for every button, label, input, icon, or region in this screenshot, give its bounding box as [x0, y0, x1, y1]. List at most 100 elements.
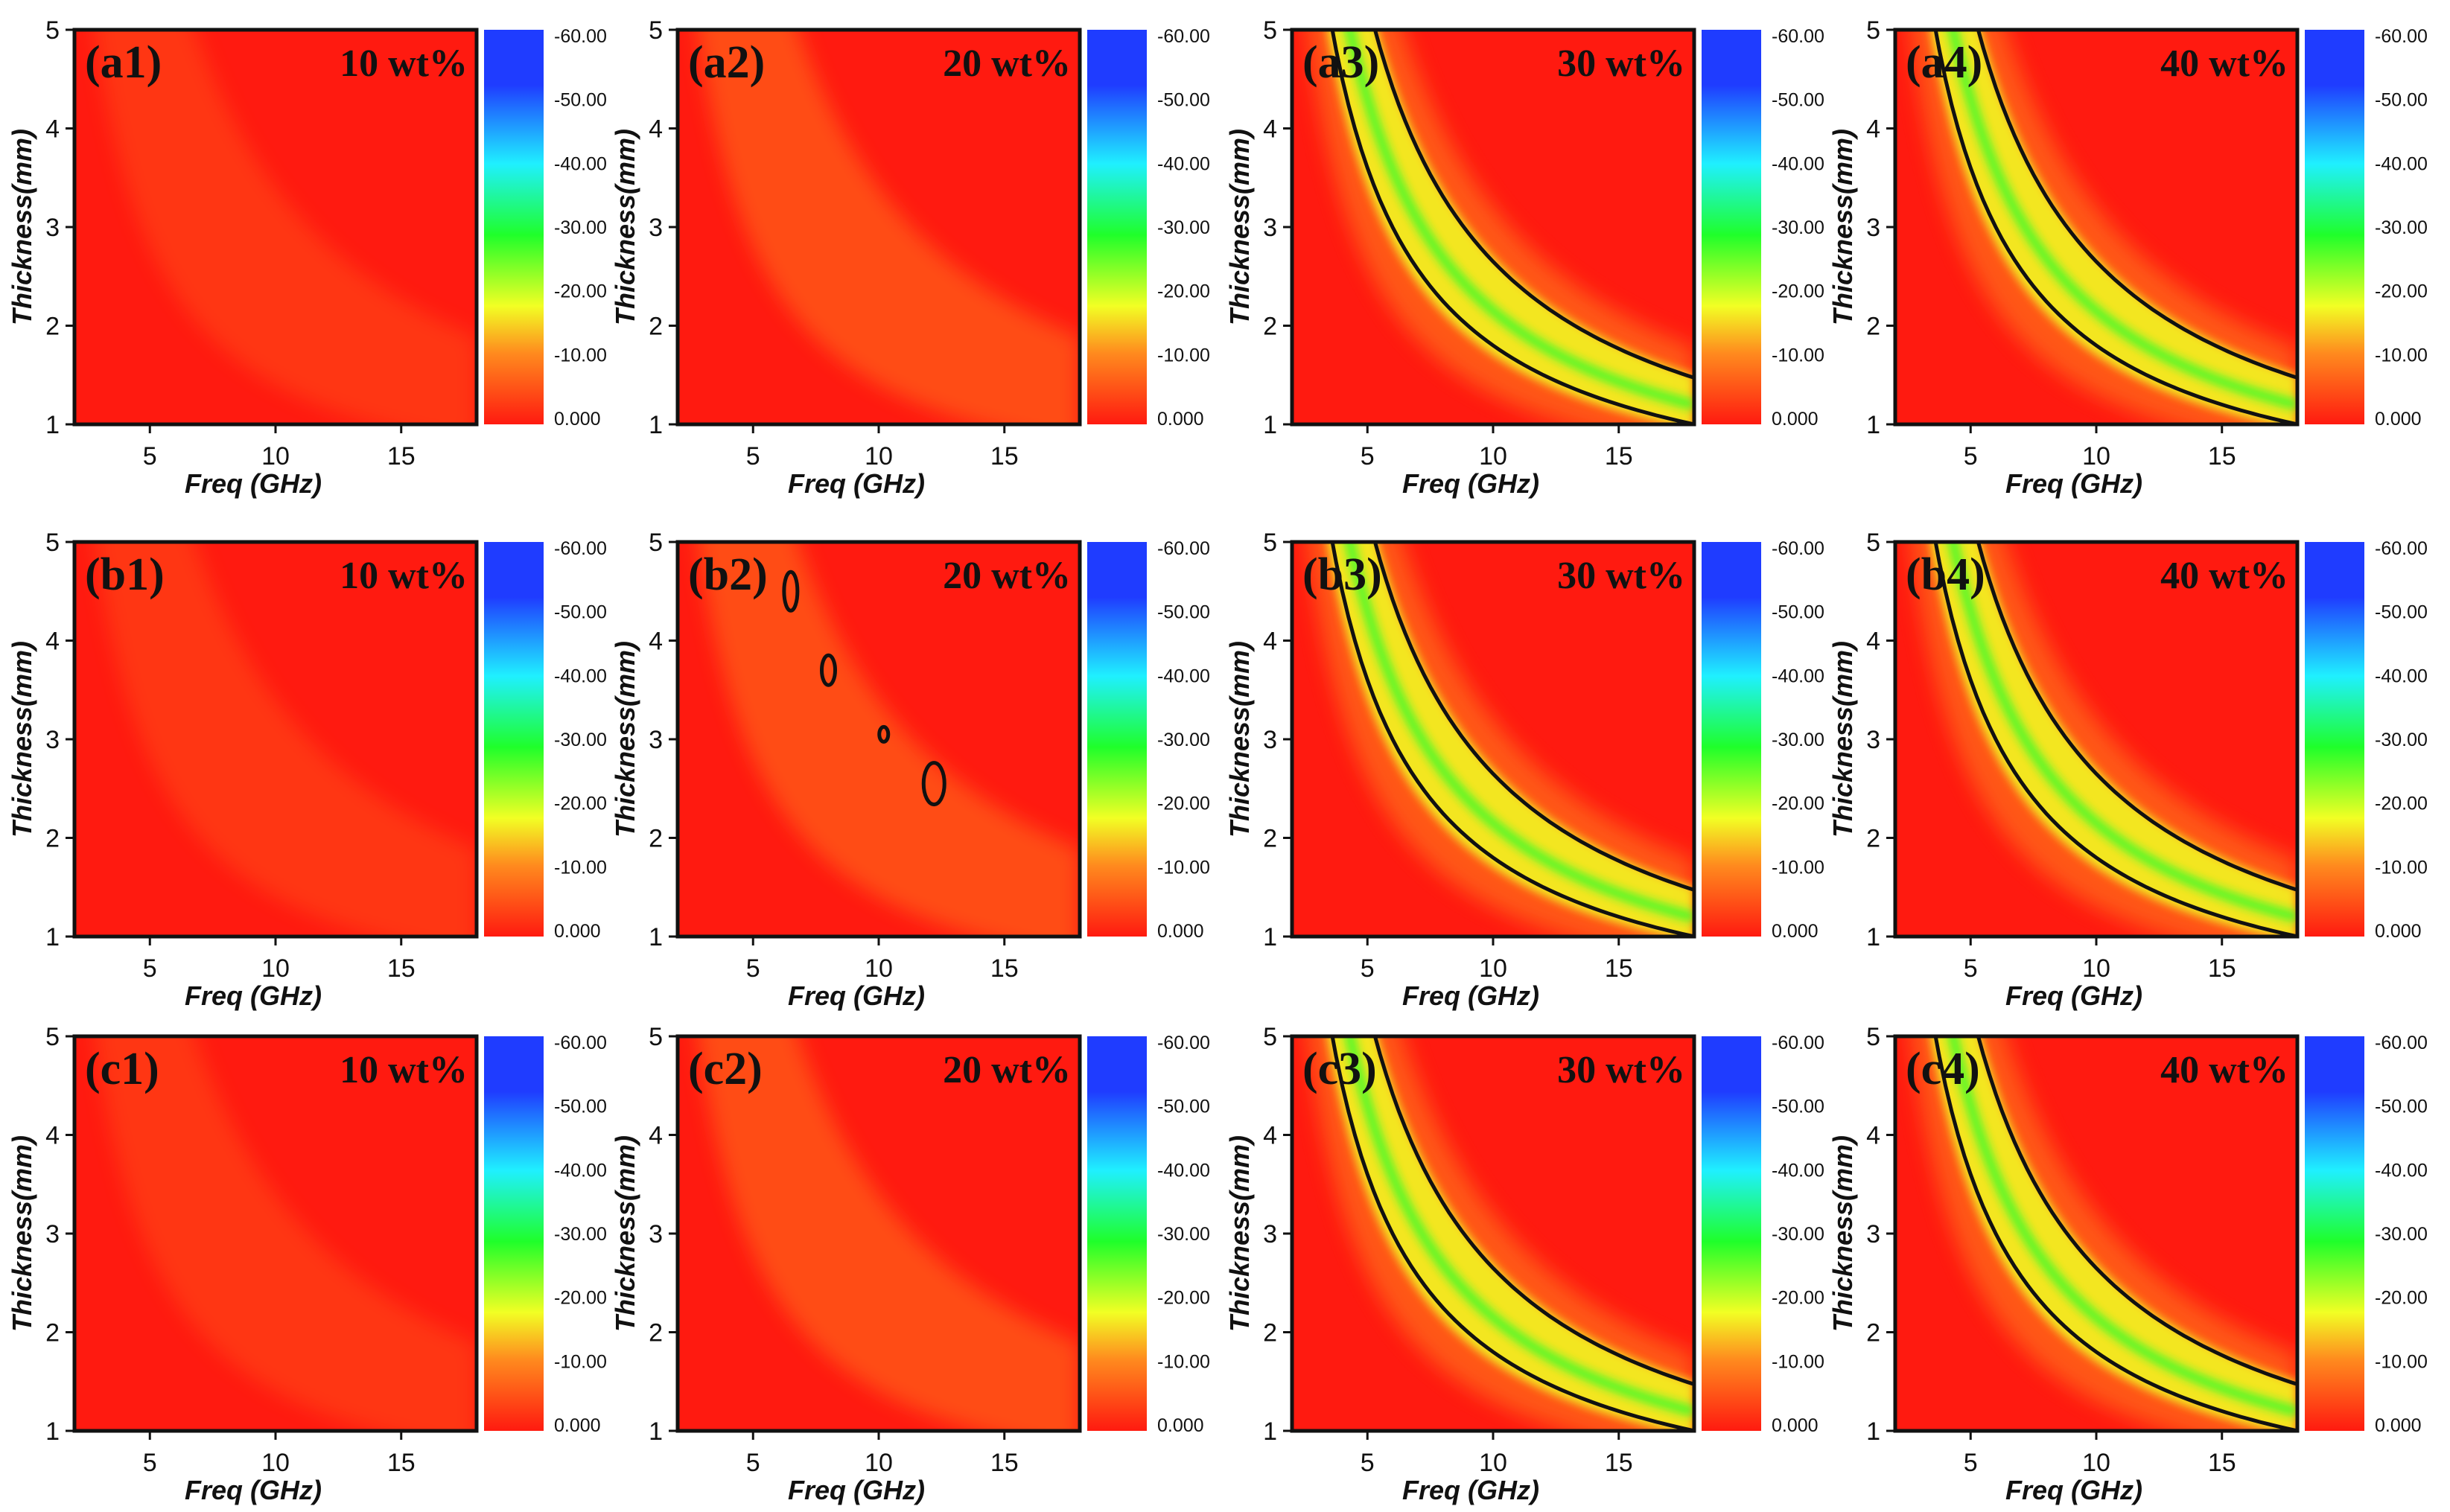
- x-tick-label: 15: [1605, 1449, 1633, 1477]
- colorbar-tick-label: -20.00: [2375, 1288, 2428, 1309]
- colorbar-tick-label: -50.00: [554, 602, 607, 623]
- x-axis-title: Freq (GHz): [788, 980, 925, 1011]
- y-tick-label: 4: [1866, 628, 1880, 656]
- y-axis-title: Thickness(mm): [610, 1135, 640, 1332]
- colorbar-tick-label: -40.00: [1772, 1160, 1824, 1181]
- x-tick-label: 15: [2208, 1449, 2236, 1477]
- panel-a3: 5 10 15 1 2 3 4 5 Freq (GHz) Thickness(mm) (a3) 30 …: [1224, 16, 1824, 499]
- y-tick-label: 5: [649, 529, 663, 557]
- absorption-peak: [1947, 542, 2297, 922]
- y-tick-label: 3: [649, 1220, 663, 1248]
- y-tick-label: 1: [1866, 411, 1880, 439]
- contour-line: [921, 761, 946, 807]
- colorbar-tick-label: 0.000: [2375, 921, 2422, 942]
- colorbar-tick-label: 0.000: [1157, 409, 1204, 430]
- colorbar-tick-label: -60.00: [2375, 26, 2428, 47]
- panel-label: (a1): [85, 37, 162, 88]
- colorbar-tick-label: -60.00: [1157, 26, 1210, 47]
- colorbar: [484, 1036, 544, 1431]
- x-tick-label: 5: [1964, 1449, 1978, 1477]
- y-tick-label: 5: [1263, 1023, 1277, 1051]
- panel-c4: 5 10 15 1 2 3 4 5 Freq (GHz) Thickness(mm) (c4) 40 …: [1827, 1023, 2428, 1505]
- contour-line: [1933, 542, 2297, 937]
- y-tick-label: 2: [1263, 1319, 1277, 1347]
- contour-line: [1372, 542, 1694, 892]
- colorbar-tick-label: -50.00: [1772, 90, 1824, 111]
- colorbar-tick-label: -50.00: [2375, 90, 2428, 111]
- x-tick-label: 15: [1605, 442, 1633, 470]
- colorbar-tick-label: -10.00: [2375, 857, 2428, 878]
- colorbar-tick-label: -60.00: [1772, 26, 1824, 47]
- panel-label: (c3): [1302, 1044, 1377, 1094]
- panel-label: (b1): [85, 549, 165, 600]
- y-tick-label: 5: [45, 1023, 60, 1051]
- y-axis-title: Thickness(mm): [7, 129, 37, 325]
- y-tick-label: 4: [649, 1122, 663, 1150]
- panel-b2: 5 10 15 1 2 3 4 5 Freq (GHz) Thickness(mm) (b2) 20 …: [610, 529, 1210, 1011]
- panel-c2: 5 10 15 1 2 3 4 5 Freq (GHz) Thickness(mm) (c2) 20 …: [610, 1023, 1210, 1505]
- absorption-peak: [1344, 542, 1694, 922]
- heatmap-field: [678, 1036, 1080, 1431]
- colorbar-tick-label: -20.00: [554, 1288, 607, 1309]
- y-tick-label: 5: [1263, 16, 1277, 45]
- contour-line: [782, 570, 800, 613]
- colorbar-tick-label: 0.000: [2375, 409, 2422, 430]
- colorbar-tick-label: -10.00: [2375, 345, 2428, 366]
- y-tick-label: 4: [1263, 1122, 1277, 1150]
- colorbar-tick-label: -40.00: [2375, 153, 2428, 174]
- y-tick-label: 1: [45, 411, 60, 439]
- y-tick-label: 2: [1263, 825, 1277, 853]
- colorbar-tick-label: -60.00: [1157, 538, 1210, 559]
- x-axis-title: Freq (GHz): [1402, 468, 1539, 499]
- x-tick-label: 5: [746, 954, 760, 983]
- heatmap-field: [1895, 30, 2297, 424]
- colorbar-tick-label: 0.000: [554, 409, 601, 430]
- concentration-label: 30 wt%: [1557, 555, 1685, 597]
- y-tick-label: 2: [45, 1319, 60, 1347]
- x-tick-label: 10: [2082, 954, 2110, 983]
- y-tick-label: 4: [1866, 115, 1880, 144]
- x-tick-label: 10: [261, 442, 290, 470]
- y-tick-label: 5: [1263, 529, 1277, 557]
- x-tick-label: 5: [1361, 442, 1375, 470]
- colorbar-tick-label: -40.00: [554, 1160, 607, 1181]
- colorbar-tick-label: -10.00: [1157, 857, 1210, 878]
- y-axis-title: Thickness(mm): [1224, 1135, 1255, 1332]
- x-axis-title: Freq (GHz): [185, 980, 322, 1011]
- colorbar-tick-label: -40.00: [554, 153, 607, 174]
- x-axis-title: Freq (GHz): [788, 468, 925, 499]
- panel-c1: 5 10 15 1 2 3 4 5 Freq (GHz) Thickness(mm) (c1) 10 …: [7, 1023, 607, 1505]
- x-tick-label: 10: [2082, 1449, 2110, 1477]
- y-tick-label: 2: [1263, 313, 1277, 341]
- x-tick-label: 15: [2208, 442, 2236, 470]
- colorbar-tick-label: -40.00: [554, 666, 607, 686]
- colorbar-tick-label: -10.00: [1772, 857, 1824, 878]
- panel-c3: 5 10 15 1 2 3 4 5 Freq (GHz) Thickness(mm) (c3) 30 …: [1224, 1023, 1824, 1505]
- weak-absorption-region: [698, 1036, 1080, 1431]
- colorbar-tick-label: 0.000: [554, 1415, 601, 1436]
- heatmap-field: [74, 30, 477, 424]
- colorbar-tick-label: -10.00: [554, 857, 607, 878]
- y-axis-title: Thickness(mm): [7, 641, 37, 838]
- panel-label: (c4): [1906, 1044, 1980, 1094]
- colorbar-tick-label: -30.00: [1772, 217, 1824, 238]
- colorbar-tick-label: -40.00: [1772, 666, 1824, 686]
- colorbar-tick-label: -60.00: [554, 26, 607, 47]
- panel-label: (c1): [85, 1044, 159, 1094]
- colorbar-tick-label: -20.00: [554, 281, 607, 302]
- y-axis-title: Thickness(mm): [610, 641, 640, 838]
- colorbar-tick-label: -40.00: [2375, 1160, 2428, 1181]
- panel-label: (b3): [1302, 549, 1382, 600]
- x-axis-title: Freq (GHz): [2005, 1475, 2142, 1505]
- colorbar-tick-label: -40.00: [1157, 1160, 1210, 1181]
- x-tick-label: 10: [865, 1449, 893, 1477]
- x-tick-label: 15: [2208, 954, 2236, 983]
- colorbar: [2305, 1036, 2364, 1431]
- panel-a1: 5 10 15 1 2 3 4 5 Freq (GHz) Thickness(mm) (a1) 10 …: [7, 16, 607, 499]
- concentration-label: 10 wt%: [340, 42, 468, 85]
- contour-line: [1330, 542, 1694, 937]
- x-tick-label: 5: [143, 1449, 157, 1477]
- x-tick-label: 5: [746, 1449, 760, 1477]
- y-tick-label: 4: [45, 1122, 60, 1150]
- colorbar-tick-label: -30.00: [1157, 217, 1210, 238]
